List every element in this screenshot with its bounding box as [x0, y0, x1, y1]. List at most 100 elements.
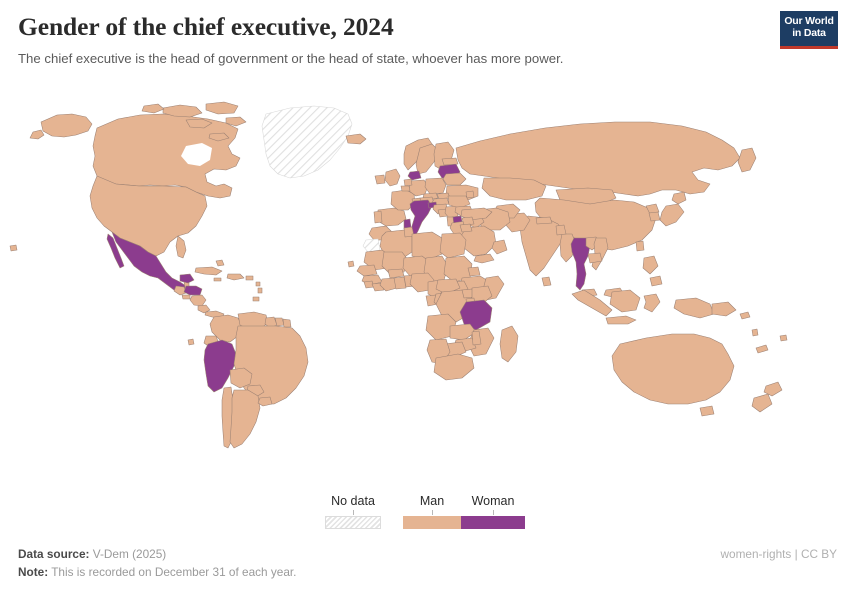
country-india[interactable] — [519, 215, 565, 277]
country-greenland[interactable] — [261, 105, 353, 179]
country-brazil[interactable] — [233, 325, 309, 405]
legend-swatch-no-data[interactable] — [325, 516, 381, 529]
country-cape-verde[interactable] — [347, 260, 355, 268]
country-yemen[interactable] — [473, 253, 495, 264]
legend-swatch-man[interactable] — [403, 516, 461, 529]
country-sweden[interactable] — [415, 143, 439, 175]
country-cambodia[interactable] — [587, 252, 603, 264]
country-south-africa[interactable] — [433, 353, 475, 381]
country-ivory-coast[interactable] — [379, 277, 398, 292]
country-syria[interactable] — [461, 216, 475, 226]
footer-license[interactable]: women-rights | CC BY — [720, 547, 837, 561]
country-bolivia[interactable] — [229, 367, 253, 389]
country-galapagos[interactable] — [187, 338, 195, 346]
country-el-salvador[interactable] — [181, 294, 191, 300]
country-jordan[interactable] — [459, 223, 473, 233]
country-canada-arctic-6[interactable] — [208, 132, 230, 142]
country-hispaniola[interactable] — [226, 273, 245, 281]
legend-label-woman[interactable]: Woman — [471, 494, 515, 508]
country-indonesia-sumatra[interactable] — [571, 289, 613, 317]
country-canada-arctic-3[interactable] — [141, 103, 165, 114]
world-map-container[interactable] — [0, 86, 850, 476]
country-tanzania[interactable] — [459, 299, 493, 331]
country-us-florida[interactable] — [175, 235, 187, 259]
country-jamaica[interactable] — [213, 277, 222, 282]
country-bahamas[interactable] — [215, 259, 225, 267]
country-canada-arctic-5[interactable] — [225, 116, 247, 127]
country-alaska[interactable] — [29, 113, 93, 140]
country-guatemala[interactable] — [173, 285, 187, 296]
country-layer[interactable] — [9, 101, 788, 449]
country-netherlands[interactable] — [403, 178, 413, 187]
country-portugal[interactable] — [373, 210, 383, 224]
country-uruguay[interactable] — [257, 396, 273, 407]
country-belarus[interactable] — [442, 172, 467, 186]
country-lesser-antilles-2[interactable] — [257, 287, 263, 294]
country-denmark[interactable] — [407, 170, 422, 181]
country-moldova[interactable] — [465, 190, 475, 199]
country-libya[interactable] — [411, 231, 443, 261]
country-peru[interactable] — [203, 339, 237, 393]
country-canada-arctic-4[interactable] — [185, 118, 213, 129]
country-eritrea[interactable] — [467, 266, 481, 277]
country-taiwan[interactable] — [635, 240, 645, 252]
country-french-guiana[interactable] — [282, 318, 292, 328]
country-estonia[interactable] — [441, 157, 459, 166]
country-costa-rica[interactable] — [197, 304, 211, 314]
country-australia[interactable] — [611, 333, 735, 405]
country-zambia[interactable] — [449, 323, 477, 341]
country-colombia[interactable] — [209, 314, 243, 343]
country-mexico-baja[interactable] — [106, 233, 125, 269]
legend-label-no-data[interactable]: No data — [331, 494, 375, 508]
country-south-korea[interactable] — [648, 211, 661, 222]
footer-source-value[interactable]: V-Dem (2025) — [89, 547, 167, 561]
country-indonesia-sulawesi[interactable] — [643, 293, 661, 313]
country-argentina[interactable] — [229, 389, 261, 449]
country-new-caledonia[interactable] — [755, 344, 769, 354]
country-senegal[interactable] — [356, 264, 378, 277]
country-solomon-islands[interactable] — [739, 311, 751, 320]
country-cuba[interactable] — [194, 266, 223, 276]
country-indonesia-java[interactable] — [605, 315, 637, 325]
country-papua-new-guinea[interactable] — [711, 301, 737, 317]
map-legend[interactable]: No data Man Woman — [0, 494, 850, 540]
country-mexico-yucatan[interactable] — [179, 273, 195, 284]
country-new-zealand-south[interactable] — [751, 393, 773, 413]
owid-logo[interactable]: Our World in Data — [780, 11, 838, 49]
legend-swatch-woman[interactable] — [461, 516, 525, 529]
country-russia-kamchatka[interactable] — [737, 147, 757, 173]
country-kazakhstan[interactable] — [481, 177, 547, 201]
legend-label-man[interactable]: Man — [419, 494, 445, 508]
country-indonesia-papua[interactable] — [673, 297, 715, 319]
country-malawi[interactable] — [471, 330, 482, 346]
country-united-kingdom[interactable] — [384, 168, 401, 187]
country-japan[interactable] — [659, 191, 687, 227]
country-romania[interactable] — [447, 195, 471, 209]
country-vanuatu[interactable] — [751, 328, 759, 337]
country-indonesia-borneo[interactable] — [609, 289, 641, 313]
country-new-zealand-north[interactable] — [763, 381, 783, 397]
country-canada-arctic-1[interactable] — [162, 104, 203, 118]
country-egypt[interactable] — [439, 232, 467, 259]
country-mali[interactable] — [381, 251, 409, 275]
country-tasmania[interactable] — [699, 405, 715, 417]
country-sri-lanka[interactable] — [541, 276, 552, 287]
country-nepal[interactable] — [535, 216, 553, 225]
country-burkina-faso[interactable] — [387, 268, 405, 279]
country-iceland[interactable] — [345, 133, 367, 145]
country-turkey[interactable] — [460, 207, 493, 221]
country-poland[interactable] — [424, 177, 447, 195]
country-trinidad[interactable] — [252, 296, 260, 302]
country-myanmar[interactable] — [559, 233, 577, 263]
country-belgium[interactable] — [400, 185, 411, 192]
country-ghana[interactable] — [393, 276, 407, 290]
country-fiji[interactable] — [779, 334, 788, 342]
country-philippines[interactable] — [642, 255, 663, 287]
country-north-korea[interactable] — [645, 203, 660, 215]
country-honduras[interactable] — [183, 285, 203, 296]
country-madagascar[interactable] — [499, 325, 519, 363]
world-map-svg[interactable] — [0, 86, 850, 476]
country-bangladesh[interactable] — [555, 224, 567, 236]
country-canada-arctic-2[interactable] — [205, 101, 239, 115]
country-hawaii[interactable] — [9, 244, 18, 252]
